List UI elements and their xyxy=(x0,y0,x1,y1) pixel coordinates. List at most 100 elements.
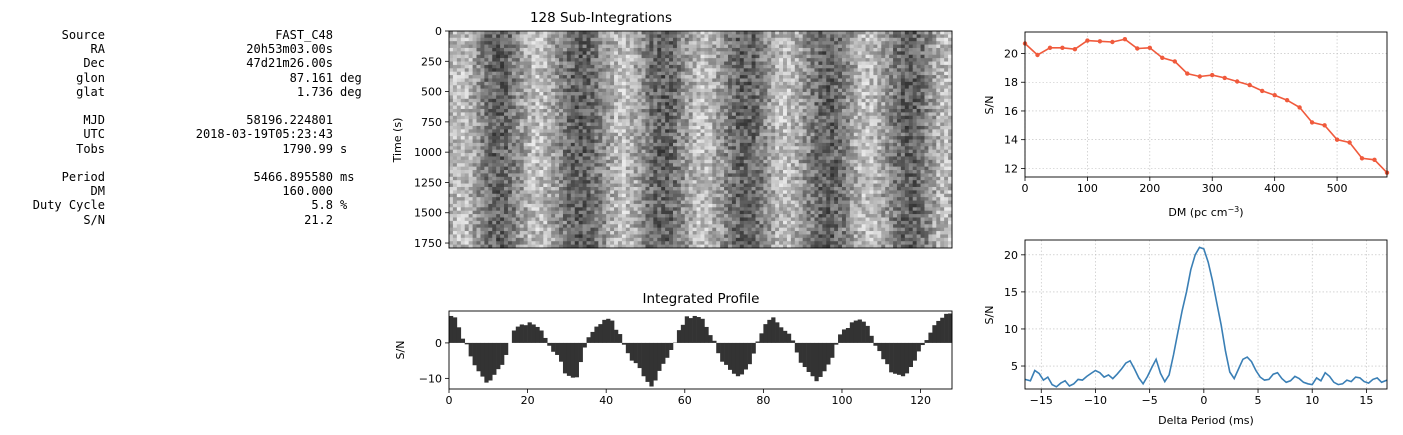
heatmap-cell xyxy=(551,47,556,52)
heatmap-cell xyxy=(771,31,776,35)
heatmap-cell xyxy=(621,142,627,147)
heatmap-cell xyxy=(641,153,646,157)
heatmap-cell xyxy=(625,153,631,157)
heatmap-cell xyxy=(944,136,949,140)
heatmap-cell xyxy=(464,108,469,113)
heatmap-cell xyxy=(731,85,737,89)
heatmap-cell xyxy=(747,75,752,79)
heatmap-cell xyxy=(555,149,560,154)
heatmap-cell xyxy=(464,85,469,89)
heatmap-cell xyxy=(676,78,682,83)
heatmap-cell xyxy=(720,129,725,134)
heatmap-cell xyxy=(649,153,654,157)
heatmap-cell xyxy=(672,41,678,45)
heatmap-cell xyxy=(885,115,890,120)
heatmap-cell xyxy=(900,146,906,151)
heatmap-cell xyxy=(798,122,804,127)
heatmap-cell xyxy=(633,159,638,164)
heatmap-cell xyxy=(460,44,466,49)
heatmap-cell xyxy=(614,132,619,137)
heatmap-cell xyxy=(555,102,560,106)
heatmap-cell xyxy=(904,68,910,73)
heatmap-cell xyxy=(767,37,772,42)
heatmap-cell xyxy=(680,156,686,161)
heatmap-cell xyxy=(492,149,497,154)
heatmap-cell xyxy=(547,108,552,113)
heatmap-cell xyxy=(712,102,717,106)
heatmap-cell xyxy=(857,81,862,86)
info-row: RA 20h53m03.00s xyxy=(20,42,390,56)
heatmap-cell xyxy=(857,71,862,76)
heatmap-cell xyxy=(908,146,914,151)
heatmap-cell xyxy=(924,75,929,79)
heatmap-cell xyxy=(818,68,823,73)
heatmap-cell xyxy=(696,125,701,130)
heatmap-cell xyxy=(460,112,466,117)
heatmap-cell xyxy=(948,115,953,120)
heatmap-cell xyxy=(739,132,745,137)
info-unit: deg xyxy=(340,84,362,99)
heatmap-cell xyxy=(720,81,725,86)
heatmap-cell xyxy=(452,75,458,79)
heatmap-cell xyxy=(480,78,485,83)
heatmap-cell xyxy=(708,156,713,161)
heatmap-cell xyxy=(716,37,721,42)
heatmap-cell xyxy=(535,71,540,76)
heatmap-cell xyxy=(865,115,870,120)
heatmap-cell xyxy=(543,125,548,130)
heatmap-cell xyxy=(610,47,615,52)
info-row: Duty Cycle 5.8% xyxy=(20,198,390,212)
heatmap-cell xyxy=(468,142,473,147)
heatmap-cell xyxy=(661,159,666,164)
heatmap-cell xyxy=(712,71,717,76)
heatmap-cell xyxy=(936,88,941,93)
heatmap-cell xyxy=(602,119,607,123)
heatmap-cell xyxy=(669,136,674,140)
heatmap-cell xyxy=(908,88,914,93)
heatmap-cell xyxy=(578,71,583,76)
heatmap-cell xyxy=(873,71,878,76)
heatmap-cell xyxy=(598,125,603,130)
heatmap-cell xyxy=(775,51,780,56)
heatmap-cell xyxy=(904,58,910,62)
heatmap-cell xyxy=(912,75,917,79)
heatmap-cell xyxy=(731,78,737,83)
heatmap-cell xyxy=(551,92,556,96)
heatmap-cell xyxy=(692,159,697,164)
heatmap-cell xyxy=(582,81,587,86)
heatmap-cell xyxy=(507,54,513,59)
heatmap-cell xyxy=(488,64,493,69)
heatmap-cell xyxy=(818,88,823,93)
heatmap-cell xyxy=(578,149,583,154)
heatmap-cell xyxy=(566,156,572,161)
heatmap-cell xyxy=(724,129,729,134)
heatmap-cell xyxy=(806,58,811,62)
heatmap-cell xyxy=(806,119,811,123)
heatmap-cell xyxy=(818,102,823,106)
heatmap-cell xyxy=(924,92,929,96)
heatmap-cell xyxy=(488,92,493,96)
heatmap-cell xyxy=(798,75,804,79)
heatmap-cell xyxy=(904,71,910,76)
heatmap-cell xyxy=(696,129,701,134)
heatmap-cell xyxy=(708,54,713,59)
heatmap-cell xyxy=(845,115,851,120)
heatmap-cell xyxy=(669,125,674,130)
heatmap-cell xyxy=(783,78,788,83)
heatmap-cell xyxy=(771,98,776,103)
heatmap-cell xyxy=(598,37,603,42)
heatmap-cell xyxy=(672,44,678,49)
heatmap-cell xyxy=(724,58,729,62)
heatmap-cell xyxy=(614,31,619,35)
heatmap-cell xyxy=(696,115,701,120)
heatmap-cell xyxy=(472,125,477,130)
heatmap-cell xyxy=(488,34,493,39)
heatmap-cell xyxy=(610,85,615,89)
heatmap-cell xyxy=(845,71,851,76)
heatmap-cell xyxy=(810,78,815,83)
heatmap-cell xyxy=(507,112,513,117)
heatmap-cell xyxy=(763,136,768,140)
heatmap-cell xyxy=(786,51,792,56)
heatmap-cell xyxy=(735,58,741,62)
heatmap-cell xyxy=(830,132,835,137)
